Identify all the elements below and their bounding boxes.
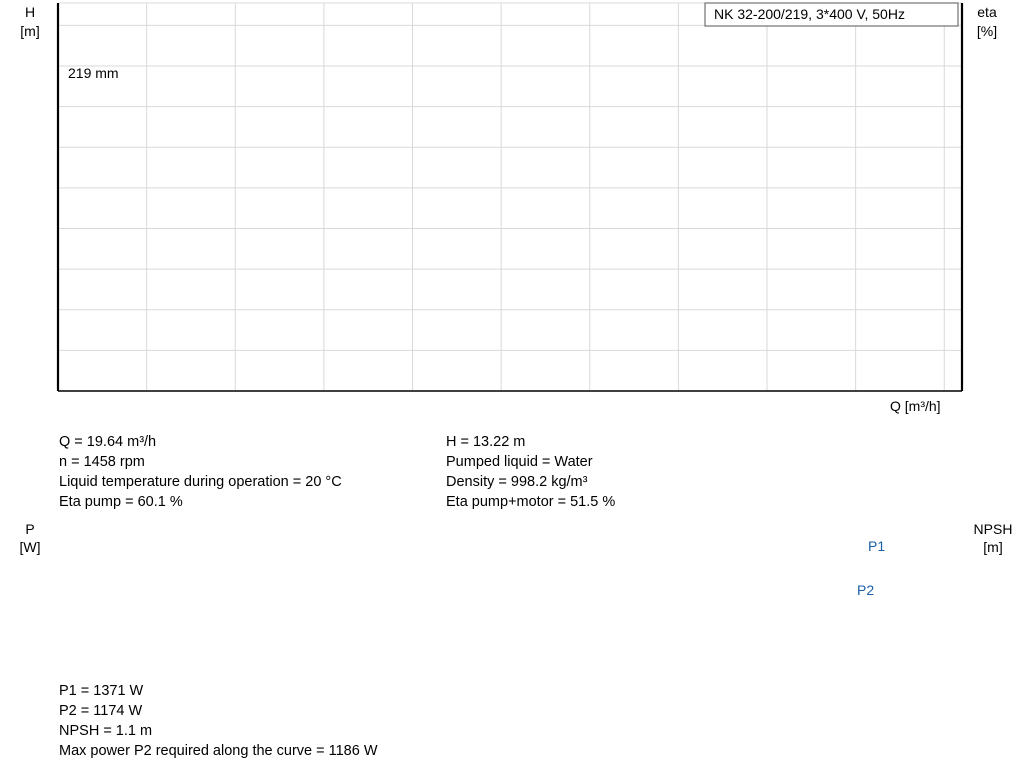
head-efficiency-chart: H [m] eta [%] Q [m³/h] 219 mm NK 32-200/… xyxy=(20,2,997,414)
top-chart-gridlines xyxy=(58,3,962,392)
bottom-y2-axis-name: NPSH xyxy=(974,521,1013,537)
p1-series-label: P1 xyxy=(868,538,885,554)
duty-info-right-column: H = 13.22 m Pumped liquid = Water Densit… xyxy=(446,432,615,512)
power-info-line: P1 = 1371 W xyxy=(59,683,144,699)
duty-info-line: Density = 998.2 kg/m³ xyxy=(446,474,588,490)
impeller-size-label: 219 mm xyxy=(68,65,119,81)
duty-info-line: H = 13.22 m xyxy=(446,434,526,450)
power-npsh-chart: P [W] NPSH [m] P1 P2 xyxy=(20,521,1013,598)
chart-title-box: NK 32-200/219, 3*400 V, 50Hz xyxy=(704,2,959,27)
top-y-axis-unit: [m] xyxy=(20,23,39,39)
power-info-line: NPSH = 1.1 m xyxy=(59,723,153,739)
duty-info-line: Q = 19.64 m³/h xyxy=(59,434,157,450)
top-y2-axis-unit: [%] xyxy=(977,23,997,39)
power-info-block: P1 = 1371 W P2 = 1174 W NPSH = 1.1 m Max… xyxy=(59,681,378,761)
top-x-axis-label: Q [m³/h] xyxy=(890,398,941,414)
duty-info-line: Eta pump = 60.1 % xyxy=(59,494,183,510)
duty-info-line: n = 1458 rpm xyxy=(59,454,145,470)
chart-title-text: NK 32-200/219, 3*400 V, 50Hz xyxy=(714,6,905,22)
duty-info-line: Liquid temperature during operation = 20… xyxy=(59,474,342,490)
p2-series-label: P2 xyxy=(857,582,874,598)
bottom-y-axis-name: P xyxy=(25,521,34,537)
duty-info-line: Eta pump+motor = 51.5 % xyxy=(446,494,616,510)
top-y2-axis-name: eta xyxy=(977,4,997,20)
bottom-y-axis-unit: [W] xyxy=(20,539,41,555)
top-chart-axes xyxy=(56,2,964,392)
bottom-y2-axis-unit: [m] xyxy=(983,539,1002,555)
top-y-axis-name: H xyxy=(25,4,35,20)
duty-info-left-column: Q = 19.64 m³/h n = 1458 rpm Liquid tempe… xyxy=(59,432,342,512)
duty-info-line: Pumped liquid = Water xyxy=(446,454,593,470)
power-info-line: P2 = 1174 W xyxy=(59,703,143,719)
power-info-line: Max power P2 required along the curve = … xyxy=(59,743,378,759)
